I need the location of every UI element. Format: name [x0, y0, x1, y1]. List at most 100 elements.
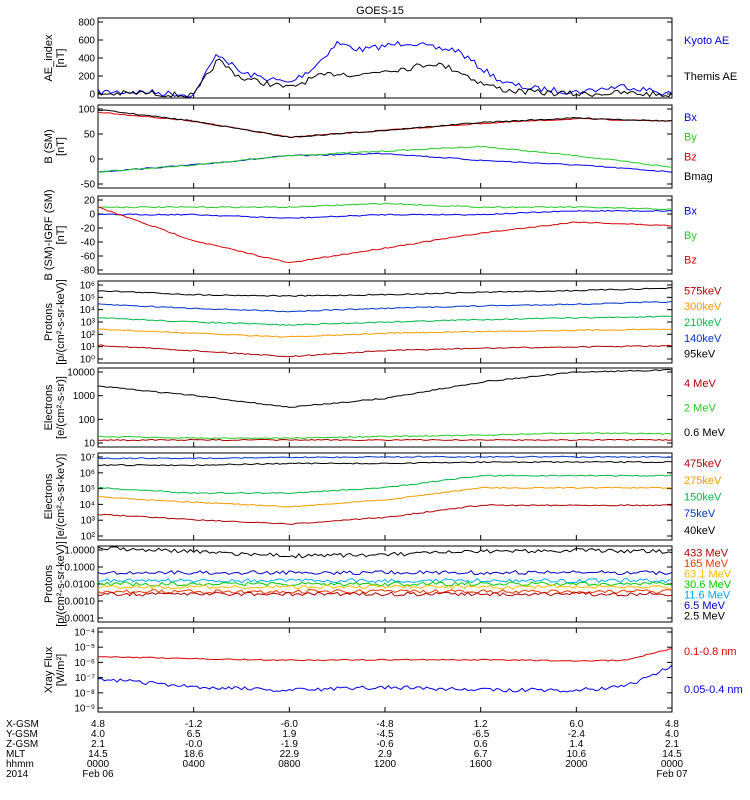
- legend-entry: 30.6 MeV: [684, 579, 732, 591]
- ephemeris-value: Feb 07: [656, 769, 688, 780]
- chart-title: GOES-15: [356, 5, 404, 17]
- ephemeris-value: 4.0: [91, 729, 105, 740]
- series-line-30-6-mev: [97, 581, 673, 587]
- series-line-575kev: [97, 344, 673, 358]
- ephemeris-value: Feb 06: [82, 769, 114, 780]
- ephemeris-value: 1.9: [282, 729, 296, 740]
- legend-entry: Bz: [684, 151, 697, 163]
- y-tick-label: 0: [89, 210, 95, 221]
- series-line-433-mev: [97, 591, 673, 597]
- legend-entry: By: [684, 132, 697, 144]
- series-line-2-mev: [97, 432, 673, 440]
- y-tick-label: -80: [81, 266, 96, 277]
- series-line-40kev: [97, 460, 673, 467]
- panel-electrons_mev: 10000 1000 100 10 Electrons [e/(cm²-s-sr)] 4 M…: [43, 367, 726, 450]
- y-tick-label: 0: [89, 90, 95, 101]
- ephemeris-value: -0.0: [185, 739, 203, 750]
- ephemeris-value: 14.5: [88, 749, 108, 760]
- panel-bigrf: 20 0 -20 -40 -60 -80 B (SM)-IGRF (SM) [nT] Bx By B…: [43, 189, 697, 280]
- series-line-11-6-mev: [97, 578, 673, 584]
- legend-entry: 0.05-0.4 nm: [684, 684, 743, 696]
- y-tick-label: 10⁵: [80, 484, 95, 495]
- y-tick-label: -50: [81, 180, 96, 191]
- ephemeris-value: 2000: [565, 759, 588, 770]
- y-tick-label: 0.1000: [64, 563, 95, 574]
- y-tick-label: 10⁻⁴: [74, 628, 95, 639]
- y-tick-label: 10²: [81, 330, 96, 341]
- series-line-63-1-mev: [97, 584, 673, 590]
- legend-entry: By: [684, 230, 697, 242]
- ephemeris-value: -4.8: [376, 719, 394, 730]
- ephemeris-value: 2.1: [665, 739, 679, 750]
- ephemeris-value: -6.5: [472, 729, 490, 740]
- ephemeris-row-label: MLT: [6, 749, 25, 760]
- ephemeris-value: 4.0: [665, 729, 679, 740]
- y-tick-label: 10⁻⁷: [75, 673, 95, 684]
- legend-entry: 95keV: [684, 349, 716, 361]
- panel-frame: [97, 195, 673, 275]
- ephemeris-value: 6.5: [187, 729, 201, 740]
- y-tick-label: 0.0010: [64, 597, 95, 608]
- y-tick-label: 0.0001: [64, 614, 95, 625]
- ephemeris-value: 0000: [661, 759, 684, 770]
- panel-ae: 800 600 400 200 0 AE_index [nT] Kyoto AE Themis …: [43, 17, 737, 101]
- ephemeris-value: 14.5: [662, 749, 682, 760]
- series-line-6-5-mev: [97, 569, 673, 576]
- y-tick-label: 100: [78, 415, 95, 426]
- legend-entry: 165 MeV: [684, 558, 729, 570]
- series-line-bz: [97, 206, 672, 264]
- ephemeris-value: 6.0: [569, 719, 583, 730]
- panel-frame: [97, 627, 673, 713]
- legend-entry: 2.5 MeV: [684, 611, 726, 623]
- series-line-2-5-mev: [97, 546, 673, 559]
- series-line-4-mev: [97, 438, 673, 442]
- y-tick-label: 10: [84, 439, 96, 450]
- series-line-475kev: [97, 504, 673, 526]
- y-axis-label: Electrons: [43, 384, 55, 430]
- ephemeris-value: 1600: [470, 759, 493, 770]
- y-tick-label: 0: [89, 155, 95, 166]
- legend-entry: 75keV: [684, 508, 716, 520]
- ephemeris-row-label: 2014: [6, 769, 29, 780]
- series-line-275kev: [97, 486, 673, 508]
- y-axis-label: Xray Flux: [43, 646, 55, 693]
- y-tick-label: 1000: [73, 391, 96, 402]
- series-line-0-6-mev: [97, 368, 673, 408]
- ephemeris-value: 6.7: [474, 749, 488, 760]
- panel-protons_high: 1.0000 0.1000 0.0100 0.0010 0.0001 Protons [p/…: [43, 541, 732, 627]
- legend-entry: 475keV: [684, 458, 722, 470]
- legend-entry: Bz: [684, 254, 697, 266]
- series-line-75kev: [97, 455, 673, 460]
- legend-entry: Bx: [684, 206, 697, 218]
- y-tick-label: 10⁻⁹: [74, 704, 95, 715]
- y-tick-label: 600: [78, 36, 95, 47]
- ephemeris-value: 22.9: [280, 749, 300, 760]
- panel-frame: [97, 17, 673, 99]
- y-tick-label: 10⁻⁵: [74, 643, 95, 654]
- y-tick-label: 10000: [67, 368, 95, 379]
- y-axis-label: Electrons: [43, 473, 55, 519]
- y-axis-label: [e/(cm²-s-sr-keV)]: [55, 454, 67, 540]
- legend-entry: 0.1-0.8 nm: [684, 646, 737, 658]
- y-axis-label: B (SM): [43, 129, 55, 163]
- y-tick-label: 10⁶: [80, 281, 95, 292]
- series-line-kyoto-ae: [97, 40, 673, 98]
- panel-frame: [97, 367, 673, 448]
- ephemeris-value: 0400: [183, 759, 206, 770]
- ephemeris-value: 2.9: [378, 749, 392, 760]
- ephemeris-table: X-GSMY-GSMZ-GSMMLThhmm20144.84.02.114.50…: [6, 719, 688, 780]
- legend-entry: Kyoto AE: [684, 35, 729, 47]
- ephemeris-value: 4.8: [91, 719, 105, 730]
- y-axis-label: [nT]: [55, 49, 67, 68]
- panel-electrons_kev: 10⁷ 10⁶ 10⁵ 10⁴ 10³ 10² Electrons [e/(cm²-s-sr-…: [43, 452, 722, 543]
- y-tick-label: 10⁴: [80, 305, 95, 316]
- panel-bsm: 100 50 0 -50 B (SM) [nT] Bx By Bz Bmag: [43, 104, 713, 191]
- ephemeris-value: -1.9: [281, 739, 299, 750]
- ephemeris-value: 1.4: [569, 739, 583, 750]
- ephemeris-value: 0000: [87, 759, 110, 770]
- legend-entry: 275keV: [684, 475, 722, 487]
- series-line-bx: [97, 209, 673, 219]
- ephemeris-value: -6.0: [281, 719, 299, 730]
- y-tick-label: 100: [78, 105, 95, 116]
- series-line-themis-ae: [97, 58, 673, 98]
